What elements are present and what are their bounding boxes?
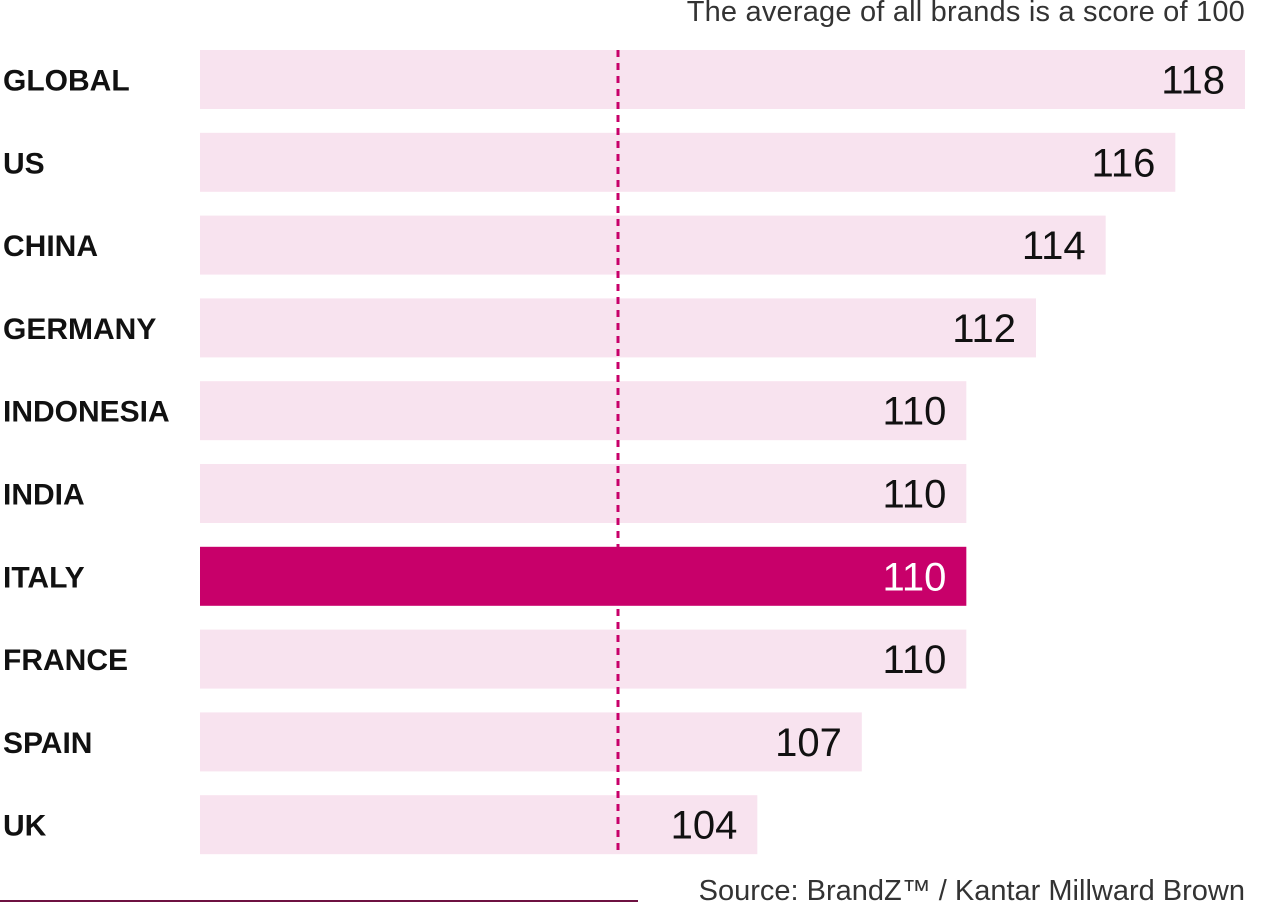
bar-chart: GLOBAL 118 US 116 CHINA 114 GERMANY 112 INDONESI…	[3, 50, 1245, 855]
value-label-spain: 107	[775, 721, 842, 765]
bar-global	[200, 50, 1245, 109]
category-label-uk: UK	[3, 810, 47, 843]
category-label-us: US	[3, 147, 45, 180]
bar-us	[200, 132, 1176, 192]
labels-group: GLOBAL 118 US 116 CHINA 114 GERMANY 112 INDONESI…	[3, 59, 1225, 848]
value-label-us: 116	[1092, 141, 1156, 185]
bar-italy	[200, 546, 967, 606]
bars-group	[200, 50, 1245, 855]
value-label-india: 110	[883, 473, 947, 517]
bar-indonesia	[200, 381, 967, 441]
category-label-indonesia: INDONESIA	[3, 396, 170, 429]
bar-france	[200, 629, 967, 689]
bar-india	[200, 464, 967, 523]
category-label-germany: GERMANY	[3, 313, 156, 346]
bar-china	[200, 215, 1106, 275]
source-divider	[0, 900, 638, 902]
category-label-italy: ITALY	[3, 561, 85, 594]
value-label-china: 114	[1022, 224, 1086, 268]
category-label-india: INDIA	[3, 479, 85, 512]
value-label-uk: 104	[671, 804, 738, 848]
category-label-global: GLOBAL	[3, 65, 130, 98]
value-label-france: 110	[883, 638, 947, 682]
source-note: Source: BrandZ™ / Kantar Millward Brown	[698, 875, 1245, 907]
bar-spain	[200, 712, 862, 772]
value-label-indonesia: 110	[883, 390, 947, 434]
average-note: The average of all brands is a score of …	[686, 0, 1245, 28]
bar-uk	[200, 795, 758, 855]
value-label-germany: 112	[952, 307, 1016, 351]
value-label-italy: 110	[883, 555, 947, 599]
category-label-china: CHINA	[3, 230, 98, 263]
category-label-spain: SPAIN	[3, 727, 92, 760]
value-label-global: 118	[1161, 59, 1225, 103]
category-label-france: FRANCE	[3, 644, 128, 677]
